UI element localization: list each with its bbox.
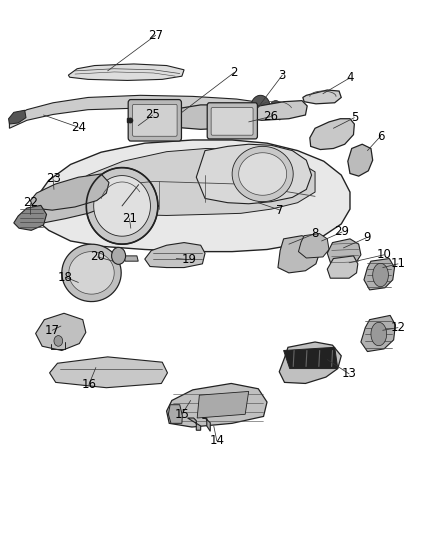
Text: 12: 12 — [391, 321, 406, 334]
Polygon shape — [35, 313, 86, 351]
Polygon shape — [284, 348, 338, 368]
Polygon shape — [10, 95, 280, 128]
Text: 27: 27 — [148, 29, 163, 42]
Text: 18: 18 — [58, 271, 73, 284]
Polygon shape — [371, 322, 387, 346]
Polygon shape — [187, 418, 201, 430]
Text: 17: 17 — [45, 324, 60, 337]
Text: 16: 16 — [81, 378, 96, 391]
Polygon shape — [196, 144, 311, 204]
Polygon shape — [124, 256, 138, 261]
Polygon shape — [86, 167, 158, 244]
Polygon shape — [14, 205, 46, 230]
Text: 5: 5 — [351, 111, 358, 124]
Text: 9: 9 — [364, 231, 371, 244]
FancyBboxPatch shape — [207, 103, 258, 139]
Polygon shape — [33, 140, 350, 252]
Polygon shape — [68, 64, 184, 80]
Text: 22: 22 — [23, 196, 38, 209]
Polygon shape — [9, 110, 26, 124]
Text: 21: 21 — [122, 212, 137, 225]
Polygon shape — [348, 144, 373, 176]
Text: 25: 25 — [145, 109, 160, 122]
Polygon shape — [197, 391, 249, 418]
Polygon shape — [232, 147, 293, 201]
Polygon shape — [245, 101, 307, 120]
Polygon shape — [94, 175, 150, 236]
Text: 23: 23 — [46, 172, 60, 185]
Text: 11: 11 — [391, 257, 406, 270]
Polygon shape — [202, 418, 210, 431]
Polygon shape — [166, 383, 267, 427]
Polygon shape — [303, 90, 341, 104]
Text: 13: 13 — [342, 367, 357, 381]
Polygon shape — [361, 316, 396, 352]
Circle shape — [270, 101, 282, 116]
Text: 2: 2 — [230, 66, 238, 79]
Polygon shape — [140, 105, 243, 130]
FancyBboxPatch shape — [133, 104, 177, 136]
Polygon shape — [327, 256, 358, 278]
Circle shape — [112, 247, 126, 264]
FancyBboxPatch shape — [211, 108, 253, 135]
Polygon shape — [26, 190, 109, 225]
FancyBboxPatch shape — [128, 100, 181, 141]
Text: 15: 15 — [174, 408, 189, 421]
Text: 7: 7 — [276, 204, 284, 216]
Polygon shape — [327, 239, 361, 266]
Text: 29: 29 — [335, 225, 350, 238]
Polygon shape — [30, 174, 109, 210]
Text: 26: 26 — [263, 110, 278, 123]
Circle shape — [251, 95, 270, 119]
Polygon shape — [364, 259, 395, 290]
Text: 8: 8 — [311, 227, 319, 240]
Polygon shape — [279, 342, 341, 383]
Polygon shape — [310, 119, 354, 150]
Text: 4: 4 — [346, 71, 354, 84]
Polygon shape — [298, 233, 329, 258]
Polygon shape — [49, 357, 167, 387]
Text: 19: 19 — [182, 253, 197, 266]
Text: 24: 24 — [71, 120, 86, 134]
Text: 6: 6 — [377, 130, 384, 143]
Polygon shape — [62, 244, 121, 302]
Polygon shape — [239, 153, 287, 195]
Circle shape — [54, 336, 63, 346]
Text: 20: 20 — [90, 251, 105, 263]
Polygon shape — [373, 263, 389, 287]
Polygon shape — [278, 236, 319, 273]
Text: 10: 10 — [377, 248, 392, 261]
Polygon shape — [145, 243, 205, 268]
Polygon shape — [62, 149, 315, 215]
Polygon shape — [168, 405, 182, 423]
Text: 3: 3 — [279, 69, 286, 82]
Polygon shape — [69, 252, 114, 294]
Text: 14: 14 — [209, 434, 224, 447]
